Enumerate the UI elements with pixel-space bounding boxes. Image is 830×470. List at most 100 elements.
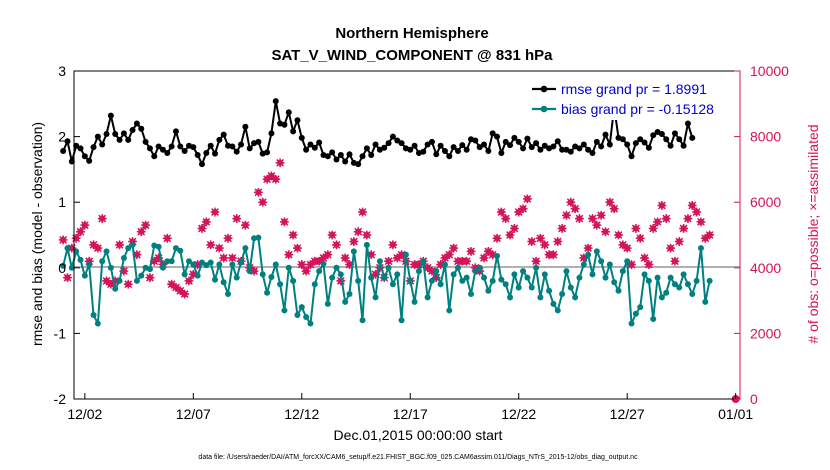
rmse-point [268, 130, 275, 137]
bias-point [164, 258, 171, 265]
bias-point [146, 266, 153, 273]
rmse-point [580, 141, 587, 148]
obs-assimilated-point [644, 260, 654, 269]
rmse-point [398, 140, 405, 147]
obs-assimilated-point [149, 256, 159, 266]
rmse-point [372, 141, 379, 148]
obs-assimilated-point [509, 224, 519, 233]
rmse-point [94, 133, 101, 140]
rmse-point [394, 137, 401, 144]
bias-point [107, 264, 114, 271]
obs-assimilated-point [193, 260, 203, 269]
obs-assimilated-point [345, 260, 354, 269]
y-axis-label: rmse and bias (model - observation) [29, 122, 45, 346]
bias-point [680, 271, 687, 278]
obs-assimilated-point [492, 233, 502, 243]
bias-point [316, 268, 323, 275]
bias-point [693, 277, 700, 284]
y-tick-label: 2 [58, 129, 66, 145]
bias-point [602, 274, 609, 281]
rmse-point [671, 130, 678, 137]
rmse-point [645, 144, 652, 151]
bias-point [459, 277, 466, 284]
bias-point [567, 284, 574, 291]
bias-point [194, 272, 201, 279]
rmse-point [550, 143, 557, 150]
obs-assimilated-point [89, 240, 98, 250]
rmse-point [441, 148, 448, 155]
obs-assimilated-point [661, 214, 671, 224]
rmse-point [606, 141, 613, 148]
bias-point [212, 276, 219, 283]
obs-assimilated-point [596, 210, 606, 220]
bias-point [676, 284, 683, 291]
obs-assimilated-point [505, 230, 515, 240]
obs-assimilated-point [253, 187, 263, 197]
obs-assimilated-point [687, 201, 697, 210]
rmse-point [385, 140, 392, 147]
rmse-point [151, 153, 158, 160]
obs-assimilated-point [93, 243, 103, 253]
obs-assimilated-point [271, 174, 281, 184]
rmse-point [307, 141, 314, 148]
obs-assimilated-point [700, 233, 710, 243]
bias-point [528, 284, 535, 291]
bias-point [73, 248, 80, 255]
y-tick-label: -2 [54, 391, 67, 407]
rmse-point [99, 141, 106, 148]
obs-assimilated-point [466, 246, 476, 256]
rmse-point [212, 150, 219, 157]
bias-point [476, 264, 483, 271]
rmse-point [337, 151, 344, 158]
x-tick-label: 12/07 [176, 406, 211, 422]
bias-point [576, 274, 583, 281]
obs-assimilated-point [648, 224, 658, 233]
bias-point [259, 271, 266, 278]
rmse-point [585, 146, 592, 153]
bias-point [428, 277, 435, 284]
rmse-point [433, 151, 440, 158]
x-axis-label: Dec.01,2015 00:00:00 start [334, 427, 503, 443]
rmse-point [533, 140, 540, 147]
bias-point [320, 260, 327, 267]
obs-assimilated-point [522, 194, 532, 204]
rmse-point [454, 148, 461, 155]
bias-point [507, 294, 514, 301]
bias-point [303, 314, 310, 320]
rmse-point [494, 133, 501, 140]
y-tick-label: 3 [58, 63, 66, 79]
obs-assimilated-point [175, 286, 185, 296]
rmse-point [602, 131, 609, 138]
rmse-point [411, 142, 418, 149]
rmse-point [194, 151, 201, 158]
bias-point [454, 264, 461, 271]
obs-assimilated-point [110, 276, 120, 286]
bias-point [424, 294, 431, 301]
rmse-point [238, 141, 245, 148]
bias-point [407, 277, 414, 284]
rmse-point [103, 130, 110, 137]
bias-point [337, 271, 344, 278]
bias-point [103, 248, 110, 255]
obs-assimilated-point [622, 243, 632, 253]
bias-point [650, 315, 657, 322]
rmse-point [229, 143, 236, 150]
obs-assimilated-point [670, 256, 680, 266]
rmse-point [190, 144, 197, 151]
rmse-point [159, 146, 166, 153]
rmse-point [125, 136, 132, 143]
rmse-point [567, 148, 574, 155]
rmse-point [463, 146, 470, 153]
y2-tick-label: 6000 [750, 194, 781, 210]
y2-tick-label: 10000 [750, 63, 789, 79]
rmse-point [363, 145, 370, 152]
obs-assimilated-point [566, 197, 576, 207]
obs-assimilated-point [683, 214, 693, 224]
bias-point [494, 252, 501, 259]
x-tick-label: 12/12 [284, 406, 319, 422]
bias-point [281, 307, 288, 314]
obs-assimilated-point [214, 243, 224, 253]
obs-assimilated-point [327, 230, 337, 240]
bias-point [94, 320, 101, 327]
rmse-point [81, 153, 88, 160]
